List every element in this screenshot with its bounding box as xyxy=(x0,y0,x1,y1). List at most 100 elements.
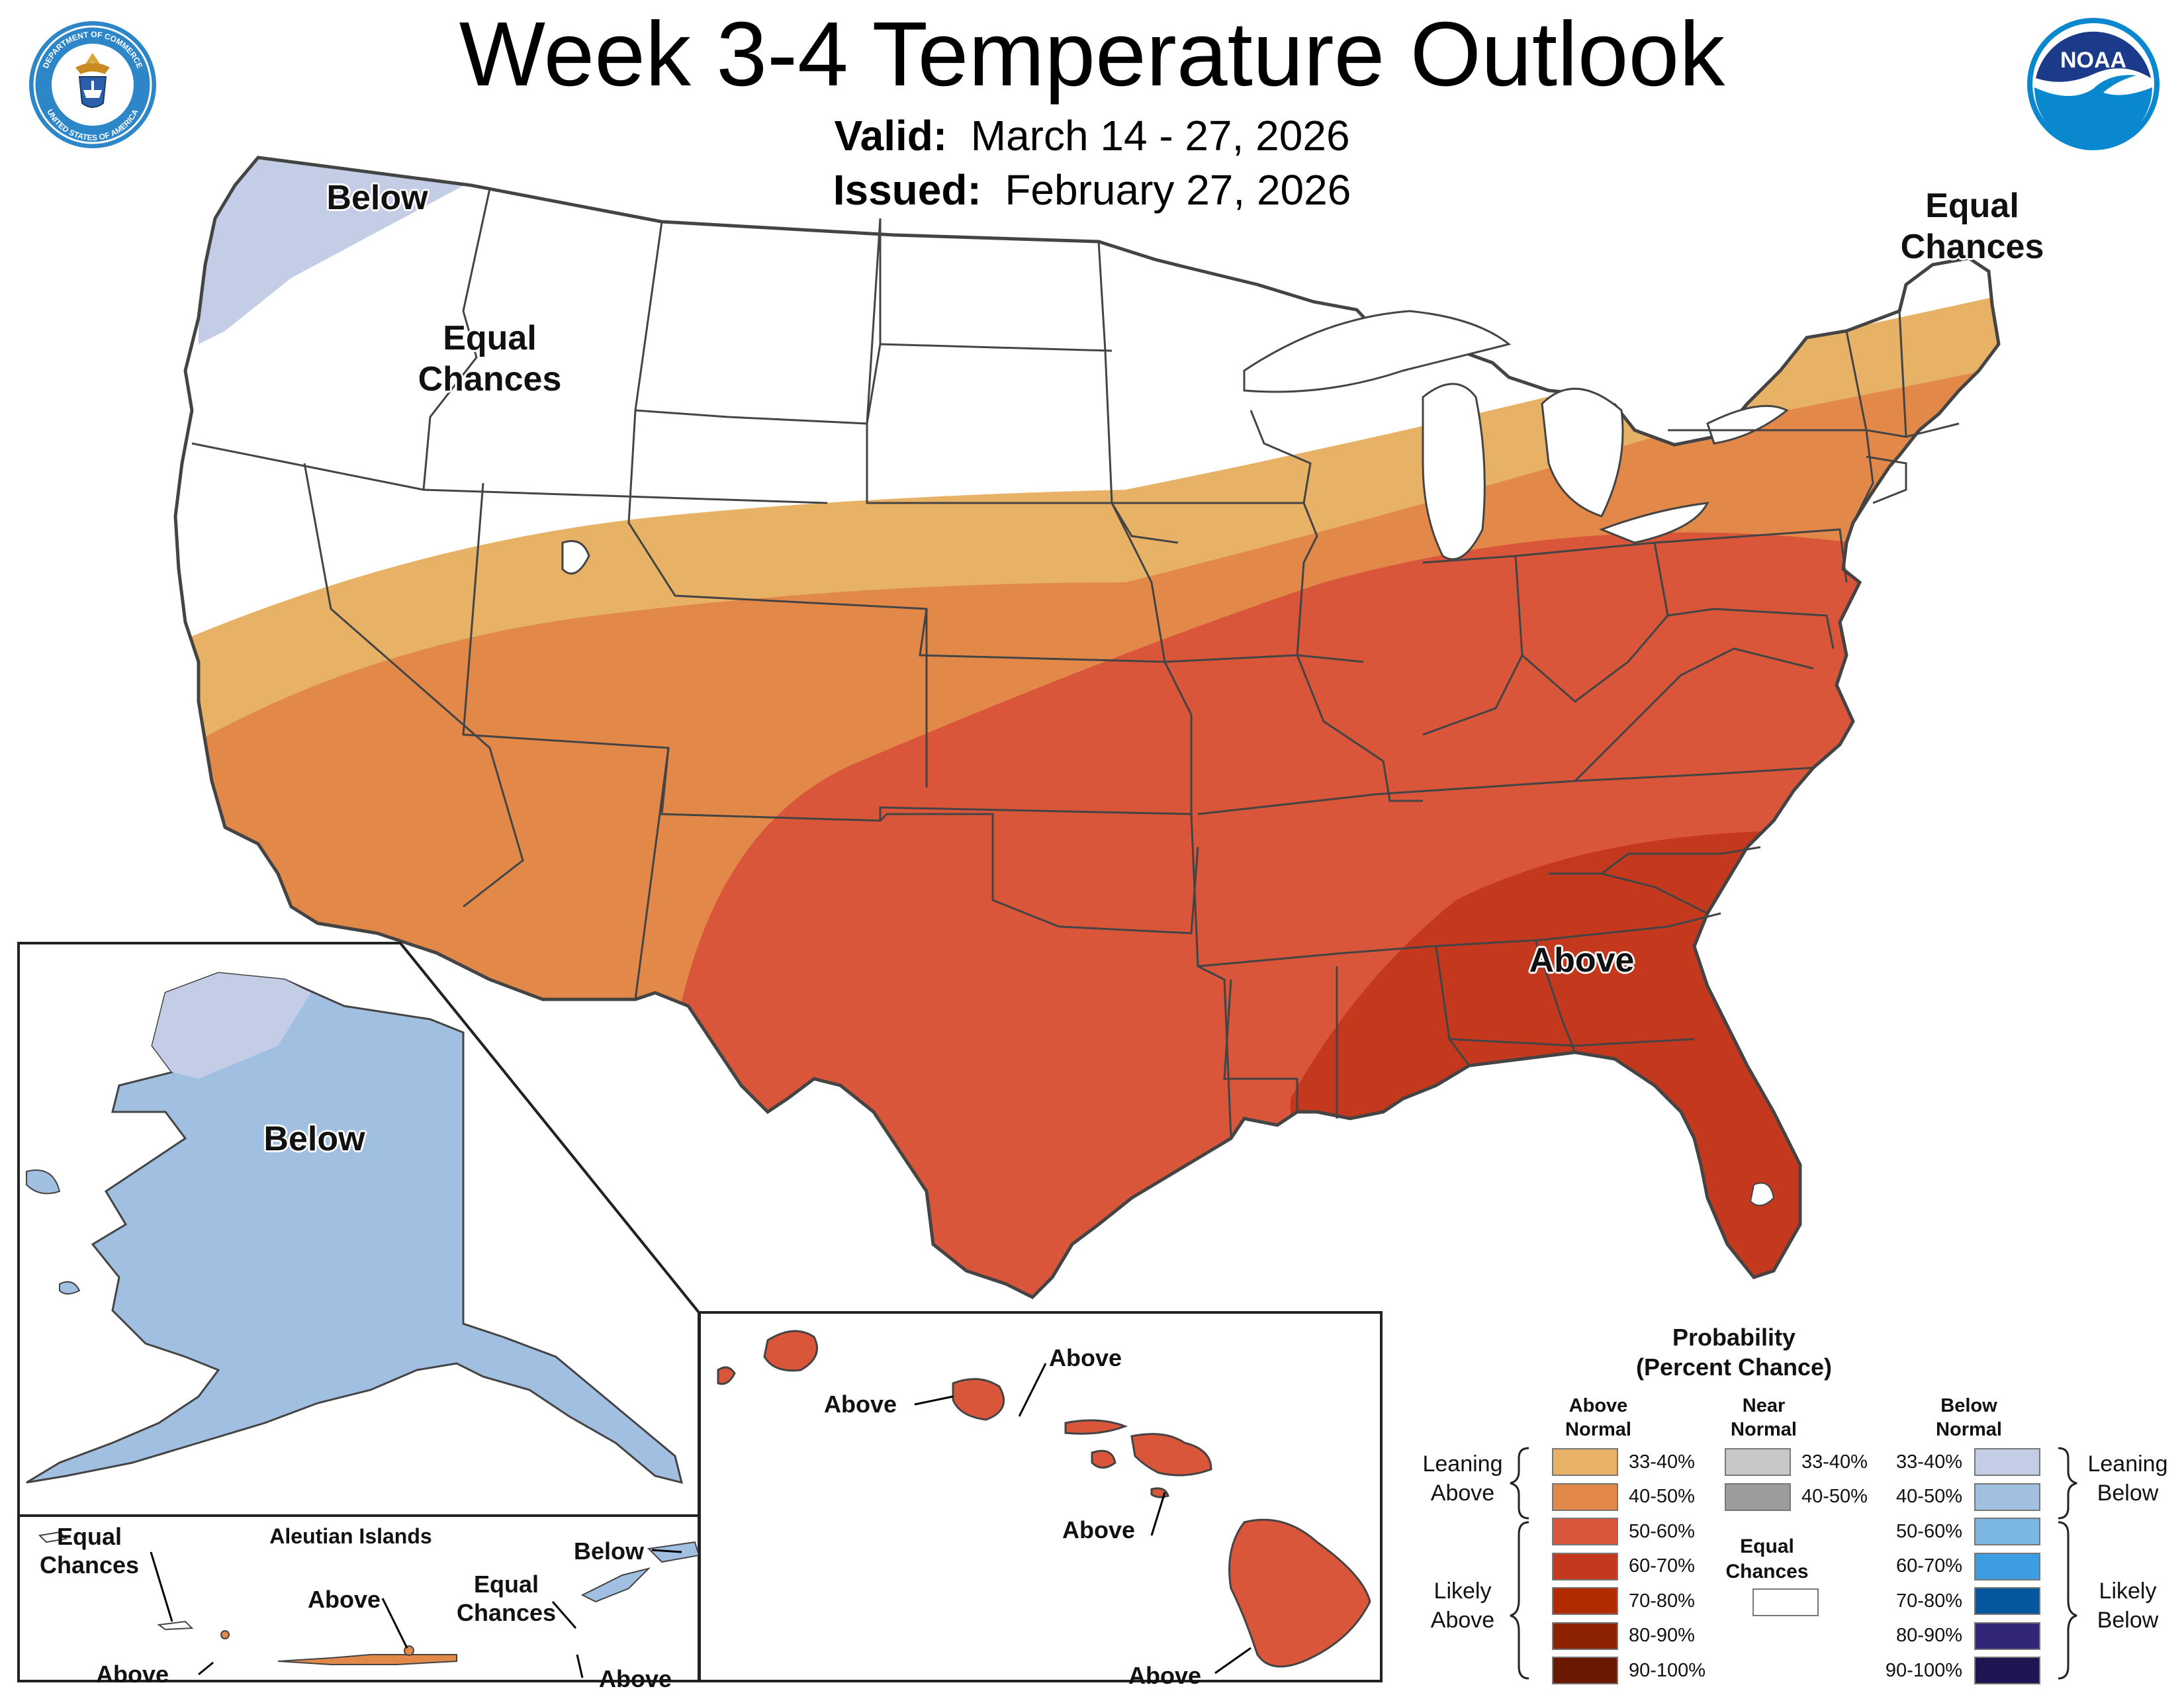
page-title: Week 3-4 Temperature Outlook xyxy=(459,3,1725,105)
label-hawaii-above-4: Above xyxy=(1128,1662,1202,1689)
alaska-below-40-50-region xyxy=(26,972,684,1485)
island-kauai xyxy=(763,1330,818,1372)
legend-below-label: 80-90% xyxy=(1896,1625,1962,1647)
legend-equal-chances-swatch xyxy=(1752,1588,1819,1616)
legend-near-label: 33-40% xyxy=(1801,1451,1868,1473)
legend-above-row: 50-60% xyxy=(1552,1514,1706,1549)
legend-above-row: 90-100% xyxy=(1552,1653,1706,1688)
legend-above-row: 70-80% xyxy=(1552,1584,1706,1619)
great-lakes xyxy=(561,310,1789,575)
legend-above-swatch xyxy=(1552,1657,1618,1685)
legend-above-bins: 33-40% 40-50% 50-60% 60-70% 70-80% 80-90% 90-1… xyxy=(1552,1445,1706,1688)
noaa-logo: NOAA xyxy=(2027,18,2160,150)
legend-near-swatch xyxy=(1725,1448,1791,1477)
legend-above-row: 60-70% xyxy=(1552,1549,1706,1584)
legend-title: Probability (Percent Chance) xyxy=(1635,1324,1833,1381)
legend-likely-above: Likely Above xyxy=(1430,1579,1495,1633)
legend-above-row: 80-90% xyxy=(1552,1619,1706,1654)
legend-above-row: 33-40% xyxy=(1552,1445,1706,1480)
legend-above-label: 90-100% xyxy=(1629,1659,1706,1681)
label-aleutian-above-mid: Above xyxy=(307,1586,381,1613)
department-of-commerce-logo: DEPARTMENT OF COMMERCE UNITED STATES OF … xyxy=(29,21,156,148)
legend-below-row: 50-60% xyxy=(1876,1514,2040,1549)
valid-dates: Valid: March 14 - 27, 2026 xyxy=(0,111,2184,160)
legend-above-label: 40-50% xyxy=(1629,1486,1695,1508)
legend-near-bins: 33-40% 40-50% xyxy=(1725,1445,1868,1514)
label-aleutian-below-right: Below xyxy=(573,1537,644,1565)
legend-below-label: 90-100% xyxy=(1885,1659,1962,1681)
legend-below-row: 33-40% xyxy=(1876,1445,2040,1480)
label-hawaii-above-3: Above xyxy=(1062,1516,1136,1543)
legend-below-swatch xyxy=(1974,1483,2040,1511)
legend-leaning-below: Leaning Below xyxy=(2087,1451,2168,1506)
label-equal-chances-northeast: Equal Chances xyxy=(1900,187,2044,267)
legend: Probability (Percent Chance) Above Norma… xyxy=(1396,1322,2184,1688)
valid-value: March 14 - 27, 2026 xyxy=(970,112,1350,160)
state-boundaries xyxy=(191,188,1960,1139)
island-hawaii xyxy=(1228,1518,1371,1668)
legend-col-above: Above Normal xyxy=(1565,1395,1631,1441)
legend-below-swatch xyxy=(1974,1518,2040,1546)
legend-near-swatch xyxy=(1725,1483,1791,1511)
legend-above-swatch xyxy=(1552,1622,1618,1650)
island-maui xyxy=(1130,1433,1212,1477)
legend-below-label: 40-50% xyxy=(1896,1486,1962,1508)
legend-leaning-above: Leaning Above xyxy=(1422,1451,1503,1506)
legend-below-swatch xyxy=(1974,1657,2040,1685)
legend-above-label: 33-40% xyxy=(1629,1451,1695,1473)
conus-outline xyxy=(173,156,2001,1300)
legend-above-label: 60-70% xyxy=(1629,1555,1695,1577)
legend-below-swatch xyxy=(1974,1587,2040,1616)
legend-below-swatch xyxy=(1974,1552,2040,1580)
legend-above-label: 50-60% xyxy=(1629,1520,1695,1542)
legend-above-label: 70-80% xyxy=(1629,1590,1695,1612)
island-molokai xyxy=(1064,1419,1128,1435)
legend-below-row: 90-100% xyxy=(1876,1653,2040,1688)
legend-braces xyxy=(1510,1447,2077,1680)
valid-label: Valid: xyxy=(834,112,948,160)
legend-below-swatch xyxy=(1974,1448,2040,1477)
label-below-northwest: Below xyxy=(326,179,428,217)
label-aleutian-equal-chances-mid: Equal Chances xyxy=(456,1571,557,1627)
legend-above-row: 40-50% xyxy=(1552,1480,1706,1515)
label-aleutian-above-left: Above xyxy=(95,1661,169,1688)
issued-value: February 27, 2026 xyxy=(1005,166,1351,214)
legend-col-below: Below Normal xyxy=(1936,1395,2002,1441)
legend-below-label: 33-40% xyxy=(1896,1451,1962,1473)
aleutian-islands-title: Aleutian Islands xyxy=(269,1524,432,1548)
label-equal-chances-west: Equal Chances xyxy=(418,319,562,399)
legend-above-label: 80-90% xyxy=(1629,1625,1695,1647)
legend-above-swatch xyxy=(1552,1483,1618,1511)
label-hawaii-above-1: Above xyxy=(1048,1344,1122,1371)
legend-below-row: 70-80% xyxy=(1876,1584,2040,1619)
alaska-below-33-40-region xyxy=(152,973,311,1079)
legend-below-label: 50-60% xyxy=(1896,1520,1962,1542)
label-hawaii-above-2: Above xyxy=(823,1391,897,1418)
legend-likely-below: Likely Below xyxy=(2097,1579,2159,1633)
legend-below-swatch xyxy=(1974,1622,2040,1650)
legend-below-label: 60-70% xyxy=(1896,1555,1962,1577)
legend-below-bins: 33-40% 40-50% 50-60% 60-70% 70-80% 80-90% 90-1… xyxy=(1876,1445,2040,1688)
island-lanai xyxy=(1091,1449,1116,1469)
legend-below-row: 40-50% xyxy=(1876,1480,2040,1515)
legend-equal-chances-label: Equal Chances xyxy=(1725,1535,1809,1582)
legend-near-row: 40-50% xyxy=(1725,1480,1868,1515)
legend-near-label: 40-50% xyxy=(1801,1486,1868,1508)
legend-above-swatch xyxy=(1552,1448,1618,1477)
issued-label: Issued: xyxy=(833,166,981,214)
legend-above-swatch xyxy=(1552,1587,1618,1616)
label-alaska-below: Below xyxy=(263,1120,365,1158)
island-oahu xyxy=(952,1378,1005,1421)
legend-below-row: 60-70% xyxy=(1876,1549,2040,1584)
issued-date: Issued: February 27, 2026 xyxy=(0,165,2184,214)
legend-below-row: 80-90% xyxy=(1876,1619,2040,1654)
legend-below-label: 70-80% xyxy=(1896,1590,1962,1612)
label-aleutian-equal-chances-left: Equal Chances xyxy=(39,1523,140,1579)
svg-text:NOAA: NOAA xyxy=(2060,48,2126,73)
legend-near-row: 33-40% xyxy=(1725,1445,1868,1480)
legend-above-swatch xyxy=(1552,1518,1618,1546)
conus-below-33-40-region xyxy=(199,158,477,344)
